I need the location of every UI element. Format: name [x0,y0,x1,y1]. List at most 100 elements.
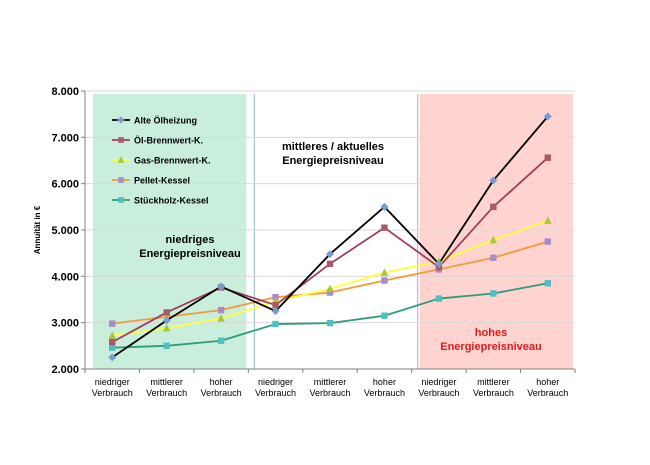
x-tick-label-5: hoher Verbrauch [364,377,405,398]
data-point-s4-2 [217,337,225,344]
data-point-s3-2 [217,306,225,314]
region-label-2: hohes Energiepreisniveau [440,327,542,353]
region-annotations: niedriges Energiepreisniveau mittleres / a… [139,141,542,353]
data-point-s1-3 [272,301,279,309]
legend-label-2: Gas-Brennwert-K. [134,156,211,166]
data-point-s3-8 [544,238,551,245]
x-tick-label-line: Verbrauch [309,388,350,398]
x-tick-label-6: niedriger Verbrauch [418,377,459,398]
x-tick-label-line: niedriger [421,377,456,387]
data-point-s4-6 [435,295,443,302]
x-tick-label-line: mittlerer [477,377,510,387]
data-point-s2-0 [108,331,117,339]
region-label-1: mittleres / aktuelles Energiepreisniveau [282,141,384,167]
series-line-3 [112,240,549,325]
x-tick-label-1: mittlerer Verbrauch [146,377,187,398]
y-tick-label-0: 2.000 [51,364,79,376]
data-point-s3-4 [326,289,334,296]
data-point-s4-0 [109,344,116,351]
x-tick-label-4: mittlerer Verbrauch [309,377,350,398]
y-tick-label-2: 4.000 [51,271,79,283]
legend-swatch-marker-1 [118,137,124,143]
y-tick-label-5: 7.000 [51,132,79,144]
x-tick-label-line: niedriger [95,377,130,387]
data-point-s1-7 [490,203,497,211]
y-tick-label-1: 3.000 [51,318,79,330]
axes: 2.000 3.000 4.000 5.000 6.000 7.000 8.000 niedr… [33,86,576,398]
legend-swatch-marker-4 [118,197,124,203]
x-tick-label-line: Verbrauch [146,388,187,398]
x-tick-label-line: Verbrauch [255,388,296,398]
x-tick-label-line: hoher [210,377,233,387]
region-background-1 [256,94,410,369]
legend-label-4: Stückholz-Kessel [134,196,209,206]
legend-swatch-marker-3 [118,177,124,183]
x-tick-label-line: mittlerer [314,377,347,387]
legend-swatch-marker-2 [117,156,125,163]
data-point-s0-5 [380,202,389,211]
data-point-s4-5 [381,312,388,319]
data-point-s2-7 [489,235,498,244]
x-tick-label-line: hoher [373,377,396,387]
region-label-line: mittleres / aktuelles [282,141,384,153]
data-point-s2-2 [217,314,225,322]
data-point-s3-7 [490,254,497,261]
data-point-s4-7 [490,290,497,297]
x-tick-label-8: hoher Verbrauch [527,377,568,398]
data-point-s1-1 [163,309,170,316]
x-tick-label-line: mittlerer [150,377,183,387]
y-tick-label-3: 5.000 [51,225,79,237]
data-point-s2-5 [380,268,389,276]
data-point-s4-8 [544,280,551,287]
data-point-s2-8 [543,216,552,224]
data-point-s0-7 [489,176,498,185]
region-label-line: hohes [475,327,507,339]
data-point-s0-6 [434,259,443,268]
y-tick-label-4: 6.000 [51,179,79,191]
data-point-s3-5 [381,277,388,284]
region-label-line: Energiepreisniveau [282,155,384,167]
legend-swatch-marker-0 [117,116,125,124]
data-point-s4-1 [163,342,170,350]
x-tick-label-line: Verbrauch [92,388,133,398]
data-point-s4-3 [272,320,279,328]
legend-label-1: Öl-Brennwert-K. [134,136,203,146]
data-point-s0-2 [217,282,226,291]
y-tick-label-6: 8.000 [51,86,79,98]
data-point-s0-3 [271,307,280,316]
price-level-regions [93,94,573,369]
region-label-0: niedriges Energiepreisniveau [139,234,241,260]
data-point-s0-1 [162,316,171,325]
x-tick-label-line: Verbrauch [473,388,514,398]
data-point-s2-1 [162,324,171,332]
y-axis-title: Annuität in € [33,205,42,254]
x-tick-label-line: Verbrauch [527,388,568,398]
region-label-line: Energiepreisniveau [440,341,542,353]
series-lines [108,112,552,362]
x-tick-label-line: Verbrauch [418,388,459,398]
data-point-s3-0 [109,320,116,327]
x-tick-label-line: Verbrauch [201,388,242,398]
x-tick-label-line: hoher [536,377,559,387]
x-tick-label-2: hoher Verbrauch [201,377,242,398]
data-point-s0-8 [543,112,552,121]
x-tick-label-3: niedriger Verbrauch [255,377,296,398]
data-point-s1-5 [381,224,388,231]
x-tick-label-0: niedriger Verbrauch [92,377,133,398]
region-label-line: Energiepreisniveau [139,248,241,260]
legend-label-3: Pellet-Kessel [134,176,190,186]
data-point-s4-4 [326,319,334,327]
data-point-s1-4 [326,260,334,268]
data-point-s0-0 [108,353,117,362]
x-tick-label-line: Verbrauch [364,388,405,398]
legend-label-0: Alte Ölheizung [134,116,197,126]
legend: Alte Ölheizung Öl-Brennwert-K. Gas-Brennwe… [112,116,211,206]
x-tick-label-7: mittlerer Verbrauch [473,377,514,398]
data-point-s2-4 [326,284,334,293]
data-point-s1-0 [109,338,116,346]
data-point-s1-8 [544,154,551,161]
x-tick-label-line: niedriger [258,377,293,387]
data-point-s0-4 [326,250,334,259]
